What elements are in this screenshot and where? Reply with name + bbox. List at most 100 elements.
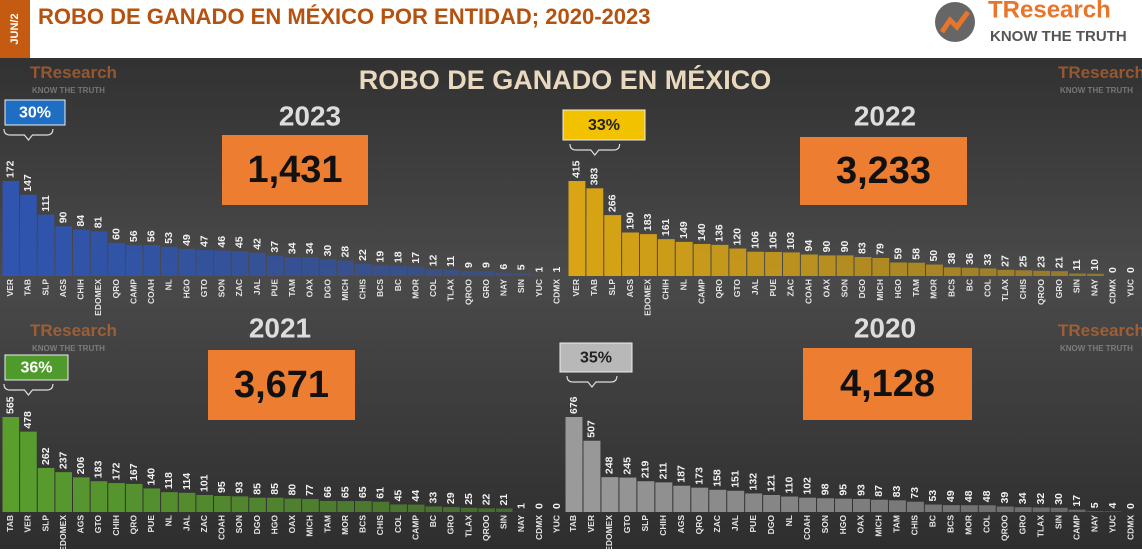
value-label: 44 — [410, 490, 422, 502]
category-label: TAM — [322, 515, 332, 533]
category-label: SIN — [499, 515, 509, 529]
bar — [889, 500, 906, 512]
category-label: HGO — [838, 515, 848, 535]
value-label: 0 — [551, 503, 563, 509]
category-label: PUE — [269, 279, 279, 297]
value-label: 33 — [428, 492, 440, 504]
value-label: 206 — [75, 457, 87, 475]
bar — [426, 506, 443, 512]
category-label: NL — [678, 279, 688, 290]
header-tag: JUN/2 — [9, 13, 21, 44]
category-label: QROO — [999, 515, 1009, 541]
bar — [514, 273, 531, 276]
bar — [1015, 270, 1032, 276]
category-label: NAY — [516, 515, 526, 532]
bar — [285, 257, 302, 276]
value-label: 47 — [198, 235, 210, 247]
category-label: EDOMEX — [58, 515, 68, 549]
bar — [91, 231, 108, 276]
category-label: QRO — [694, 515, 704, 535]
value-label: 149 — [678, 221, 690, 239]
logo-slogan: KNOW THE TRUTH — [990, 28, 1127, 45]
total-label: 3,233 — [836, 150, 931, 192]
category-label: QROO — [463, 279, 473, 305]
category-label: EDOMEX — [643, 279, 653, 316]
value-label: 11 — [1071, 259, 1083, 270]
bar — [161, 247, 178, 276]
value-label: 211 — [658, 462, 670, 479]
share-label: 35% — [580, 350, 612, 367]
category-label: MICH — [874, 515, 884, 537]
value-label: 106 — [749, 231, 761, 249]
value-label: 85 — [251, 483, 263, 495]
bar — [1033, 508, 1050, 512]
value-label: 61 — [375, 487, 387, 499]
bar — [285, 499, 302, 512]
bar — [196, 495, 213, 512]
value-label: 219 — [640, 461, 652, 479]
category-label: DGO — [322, 279, 332, 299]
category-label: TAM — [287, 279, 297, 297]
value-label: 103 — [785, 232, 797, 250]
bar — [478, 271, 495, 276]
value-label: 29 — [445, 492, 457, 504]
bar — [302, 499, 319, 512]
value-label: 19 — [375, 251, 387, 263]
category-label: TLAX — [446, 279, 456, 302]
bar — [673, 486, 690, 512]
bar — [549, 275, 566, 276]
bar — [478, 508, 495, 512]
bar — [997, 507, 1014, 512]
value-label: 118 — [163, 472, 175, 489]
bar — [126, 245, 143, 276]
value-label: 87 — [873, 485, 885, 497]
bar — [531, 275, 548, 276]
watermark-logo: TResearch — [1058, 63, 1142, 82]
value-label: 30 — [1053, 493, 1065, 505]
watermark-slogan: KNOW THE TRUTH — [32, 344, 105, 353]
bar — [817, 498, 834, 512]
bar — [38, 468, 55, 512]
bar — [267, 498, 284, 512]
bar — [267, 256, 284, 276]
category-label: CHIS — [910, 515, 920, 536]
category-label: DGO — [252, 515, 262, 535]
value-label: 56 — [146, 230, 158, 242]
value-label: 172 — [5, 160, 17, 178]
value-label: 93 — [234, 482, 246, 494]
bar — [179, 493, 196, 512]
bar — [320, 259, 337, 276]
value-label: 66 — [322, 486, 334, 498]
bar — [108, 483, 125, 512]
value-label: 49 — [181, 234, 193, 246]
category-label: SLP — [607, 279, 617, 296]
value-label: 11 — [445, 256, 457, 267]
value-label: 1 — [551, 266, 563, 272]
bar — [640, 234, 657, 276]
bar — [20, 195, 37, 276]
value-label: 101 — [198, 474, 210, 492]
bar — [872, 258, 889, 276]
value-label: 237 — [57, 451, 69, 469]
value-label: 46 — [216, 236, 228, 248]
value-label: 172 — [110, 462, 122, 480]
value-label: 151 — [729, 470, 741, 488]
category-label: TAB — [568, 515, 578, 532]
bar — [390, 504, 407, 512]
bar — [799, 498, 816, 512]
bar — [161, 492, 178, 512]
bar — [801, 254, 818, 276]
category-label: JAL — [252, 279, 262, 295]
category-label: CHIH — [111, 515, 121, 536]
value-label: 34 — [1017, 492, 1029, 504]
value-label: 22 — [357, 249, 369, 261]
main-title: ROBO DE GANADO EN MÉXICO — [359, 64, 772, 95]
share-label: 30% — [19, 105, 51, 122]
category-label: CDMX — [551, 279, 561, 304]
category-label: BC — [428, 515, 438, 527]
category-label: TLAX — [1035, 515, 1045, 538]
category-label: CHIS — [358, 279, 368, 300]
value-label: 158 — [712, 469, 724, 487]
category-label: EDOMEX — [93, 279, 103, 316]
value-label: 114 — [181, 473, 193, 490]
